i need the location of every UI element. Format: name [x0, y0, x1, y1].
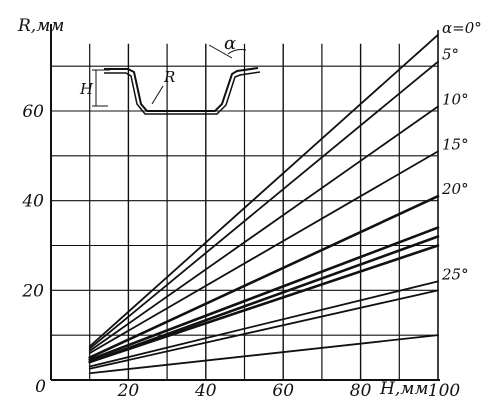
series-label: 20° — [441, 180, 469, 198]
x-tick-label: 60 — [272, 381, 294, 401]
grid — [51, 43, 438, 380]
series-lines — [88, 33, 440, 375]
series-line-6 — [88, 235, 440, 364]
series-label: α=0° — [442, 19, 482, 37]
tick-labels: 0 20 40 60 80 100 20 40 60 — [21, 102, 460, 401]
y-tick-label: 60 — [22, 102, 44, 122]
y-axis-label: R,мм — [17, 16, 64, 36]
series-line-7 — [88, 244, 440, 364]
x-tick-label: 20 — [117, 381, 140, 401]
x-tick-label: 40 — [194, 381, 217, 401]
angle-leader — [208, 44, 233, 59]
x-tick-label: 100 — [428, 381, 461, 401]
series-line-8 — [88, 280, 439, 368]
series-line-2 — [88, 105, 439, 352]
series-line-1 — [88, 60, 439, 350]
inset-label-r: R — [163, 68, 175, 86]
series-label: 15° — [442, 135, 469, 153]
series-line-3 — [88, 150, 439, 355]
x-tick-label: 80 — [350, 381, 372, 401]
profile-outline — [104, 67, 259, 112]
series-line-10 — [88, 334, 439, 375]
series-line-9 — [88, 289, 439, 370]
y-tick-label: 40 — [21, 192, 44, 212]
profile-outline-inner — [104, 71, 261, 115]
series-line-0 — [88, 33, 439, 348]
profile-sketch — [92, 44, 261, 115]
inset-label-h: H — [79, 80, 94, 98]
x-axis-label: H,мм — [379, 379, 428, 399]
y-tick-label: 20 — [21, 281, 44, 301]
inset-label-alpha: α — [224, 33, 236, 54]
series-label: 5° — [442, 46, 459, 64]
series-label: 25° — [441, 265, 469, 283]
x-tick-label: 0 — [35, 377, 46, 397]
series-line-5 — [88, 226, 440, 362]
series-line-4 — [88, 194, 440, 359]
angle-arc — [227, 49, 247, 55]
axes — [50, 24, 440, 381]
series-labels: α=0° 5° 10° 15° 20° 25° — [441, 19, 482, 284]
radius-leader — [151, 85, 164, 105]
series-label: 10° — [442, 91, 469, 109]
